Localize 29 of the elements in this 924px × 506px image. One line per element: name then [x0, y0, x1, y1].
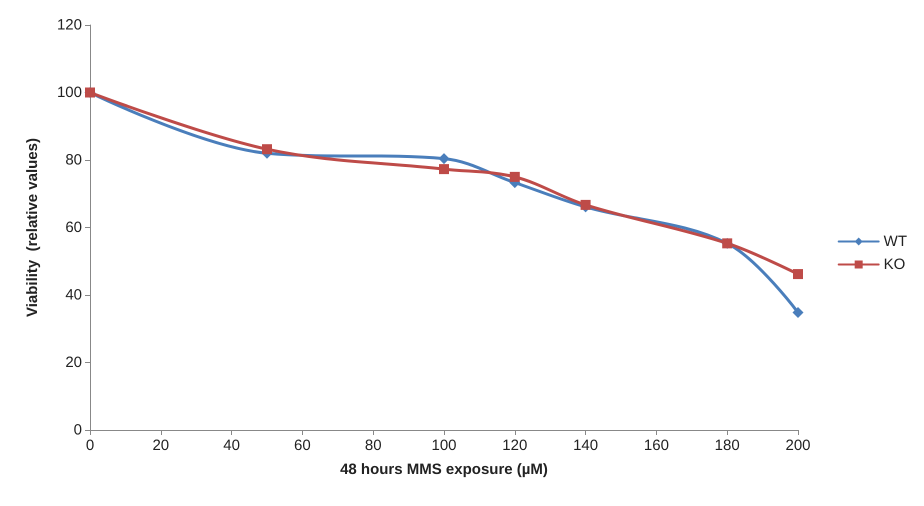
- x-tick-label: 40: [223, 437, 240, 454]
- x-tick-label: 180: [714, 437, 740, 454]
- legend-label: KO: [884, 256, 906, 273]
- y-tick-label: 60: [65, 219, 82, 236]
- x-tick-label: 60: [294, 437, 311, 454]
- x-tick-label: 80: [364, 437, 382, 454]
- legend-label: WT: [884, 233, 908, 250]
- x-tick-label: 0: [86, 437, 94, 454]
- y-tick-label: 80: [65, 152, 82, 168]
- point: [438, 153, 450, 164]
- y-tick-label: 40: [65, 286, 82, 304]
- x-tick-label: 100: [431, 437, 457, 454]
- y-axis-title: Viability (relative values): [24, 138, 41, 317]
- point: [792, 307, 804, 318]
- y-tick-label: 20: [65, 354, 82, 371]
- point: [510, 172, 520, 182]
- point: [439, 164, 449, 174]
- point: [793, 269, 803, 280]
- x-tick-label: 140: [573, 437, 598, 454]
- y-tick-label: 120: [56, 16, 82, 34]
- x-tick-label: 160: [644, 437, 669, 454]
- x-tick-label: 20: [152, 437, 170, 454]
- y-tick-label: 100: [56, 84, 82, 101]
- x-axis-title: 48 hours MMS exposure (µM): [340, 461, 548, 478]
- point: [262, 144, 272, 154]
- x-tick-label: 200: [785, 437, 811, 454]
- x-tick-label: 120: [502, 437, 528, 454]
- y-tick-label: 0: [74, 422, 82, 438]
- point: [580, 200, 591, 210]
